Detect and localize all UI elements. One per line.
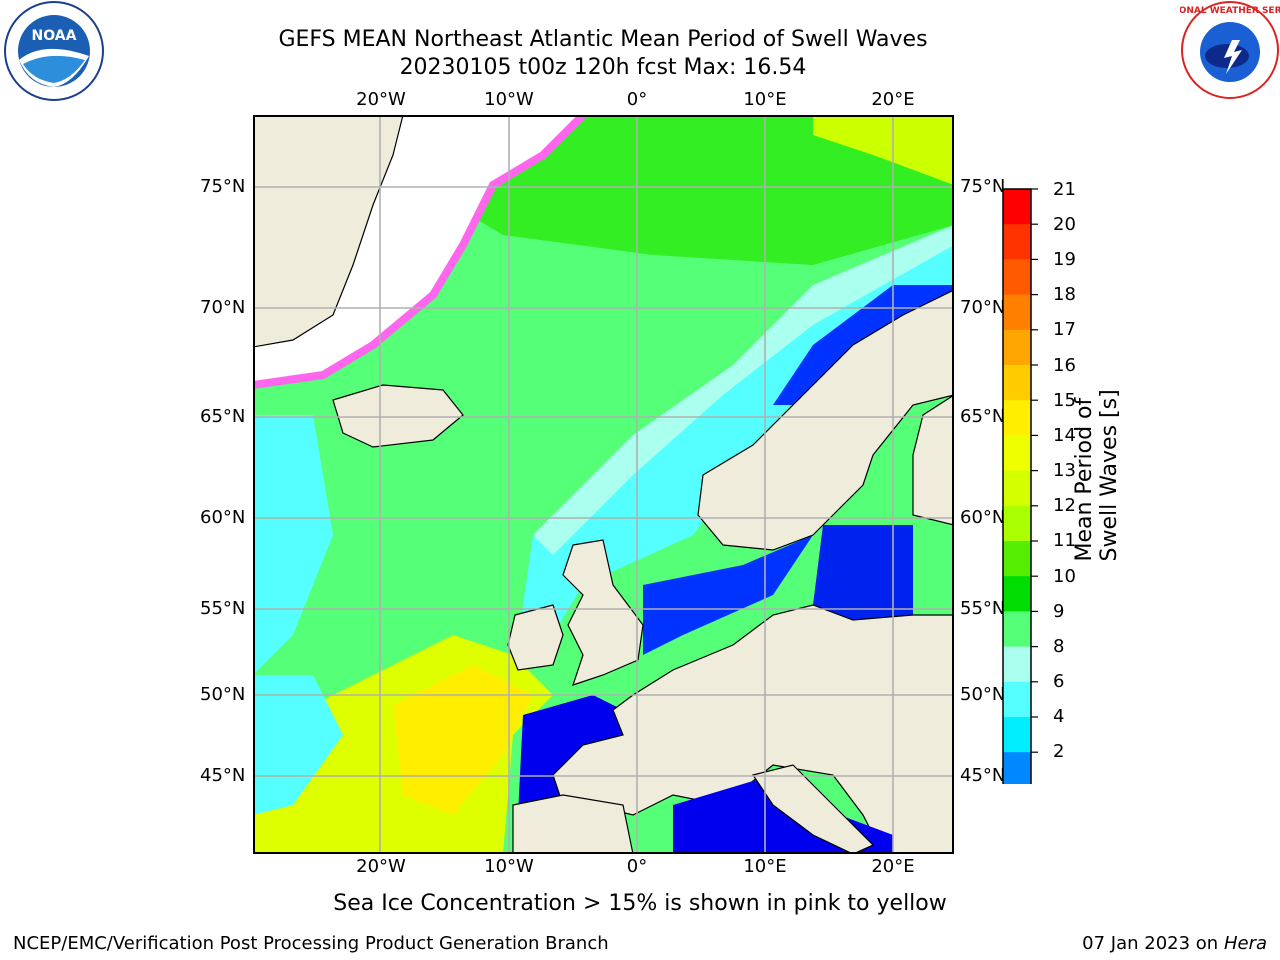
lat-label-left-70n: 70°N xyxy=(200,297,246,318)
noaa-logo: NOAA xyxy=(4,1,104,101)
lat-label-right-45n: 45°N xyxy=(960,765,1006,786)
colorbar-segment xyxy=(1003,294,1031,331)
colorbar-tick-14: 14 xyxy=(1053,425,1076,446)
ireland xyxy=(507,604,564,671)
colorbar-frame xyxy=(1002,188,1032,784)
colorbar-segment xyxy=(1003,752,1031,784)
colorbar-tick-6: 6 xyxy=(1053,671,1065,692)
lat-label-right-65n: 65°N xyxy=(960,406,1006,427)
colorbar-tick-2: 2 xyxy=(1053,741,1065,762)
svg-text:NOAA: NOAA xyxy=(32,28,77,44)
chart-title: GEFS MEAN Northeast Atlantic Mean Period… xyxy=(278,27,928,52)
colorbar-segment xyxy=(1003,224,1031,260)
map-panel xyxy=(253,115,954,854)
colorbar-tick-10: 10 xyxy=(1053,566,1076,587)
colorbar-segment xyxy=(1003,365,1031,401)
colorbar-segment xyxy=(1003,435,1031,472)
lat-label-right-55n: 55°N xyxy=(960,598,1006,619)
colorbar-tick-18: 18 xyxy=(1053,284,1076,305)
colorbar-tick-20: 20 xyxy=(1053,214,1076,235)
swell-field-southwest-cyan xyxy=(253,675,343,815)
colorbar-tick-16: 16 xyxy=(1053,355,1076,376)
lat-label-left-75n: 75°N xyxy=(200,176,246,197)
colorbar-tick-12: 12 xyxy=(1053,495,1076,516)
iberia xyxy=(512,794,634,854)
lat-label-left-55n: 55°N xyxy=(200,598,246,619)
swell-field-baltic xyxy=(813,525,913,620)
colorbar-segment xyxy=(1003,576,1031,612)
colorbar-segment xyxy=(1003,259,1031,296)
lon-label-bottom-10w: 10°W xyxy=(484,856,534,877)
lat-label-left-60n: 60°N xyxy=(200,507,246,528)
colorbar-segment xyxy=(1003,400,1031,436)
ice-edge xyxy=(253,115,586,389)
swell-field-north-sea xyxy=(643,535,813,655)
swell-field-north xyxy=(453,115,954,265)
lon-label-bottom-10e: 10°E xyxy=(743,856,787,877)
run-host: Hera xyxy=(1223,933,1267,954)
swell-field-south-core xyxy=(393,665,533,815)
colorbar-tick-17: 17 xyxy=(1053,319,1076,340)
lat-label-left-50n: 50°N xyxy=(200,684,246,705)
nws-logo: NATIONAL WEATHER SERVICE xyxy=(1180,1,1280,99)
run-date: 07 Jan 2023 on Hera xyxy=(1082,933,1267,954)
colorbar-tick-8: 8 xyxy=(1053,636,1065,657)
great-britain xyxy=(562,539,644,686)
lat-label-left-45n: 45°N xyxy=(200,765,246,786)
colorbar-segment xyxy=(1003,646,1031,683)
lon-label-top-10w: 10°W xyxy=(484,89,534,110)
colorbar-segment xyxy=(1003,717,1031,753)
colorbar-tick-4: 4 xyxy=(1053,706,1065,727)
lat-label-right-75n: 75°N xyxy=(960,176,1006,197)
colorbar-segment xyxy=(1003,505,1031,542)
lat-label-left-65n: 65°N xyxy=(200,406,246,427)
swell-field-norway-light xyxy=(533,225,954,555)
colorbar-segment xyxy=(1003,470,1031,507)
swell-field-west xyxy=(253,415,333,675)
colorbar-tick-19: 19 xyxy=(1053,249,1076,270)
chart-subtitle: 20230105 t00z 120h fcst Max: 16.54 xyxy=(399,55,807,80)
colorbar-tick-11: 11 xyxy=(1053,530,1076,551)
lon-label-bottom-20w: 20°W xyxy=(356,856,406,877)
lon-label-bottom-0: 0° xyxy=(626,856,648,877)
colorbar-tick-13: 13 xyxy=(1053,460,1076,481)
run-date-text: 07 Jan 2023 on xyxy=(1082,933,1224,954)
credit-text: NCEP/EMC/Verification Post Processing Pr… xyxy=(13,933,609,954)
colorbar xyxy=(1002,188,1038,784)
lon-label-bottom-20e: 20°E xyxy=(871,856,915,877)
colorbar-segment xyxy=(1003,329,1031,366)
colorbar-segment xyxy=(1003,611,1031,648)
colorbar-tick-15: 15 xyxy=(1053,390,1076,411)
lon-label-top-0: 0° xyxy=(626,89,648,110)
lon-label-top-10e: 10°E xyxy=(743,89,787,110)
lat-label-right-70n: 70°N xyxy=(960,297,1006,318)
colorbar-label: Mean Period of Swell Waves [s] xyxy=(1072,389,1122,562)
colorbar-segment xyxy=(1003,189,1031,225)
lat-label-right-50n: 50°N xyxy=(960,684,1006,705)
swell-field-far-north xyxy=(813,115,954,185)
lon-label-top-20w: 20°W xyxy=(356,89,406,110)
greenland xyxy=(253,115,404,348)
colorbar-segment xyxy=(1003,681,1031,718)
graticule xyxy=(253,115,954,854)
lon-label-top-20e: 20°E xyxy=(871,89,915,110)
iceland xyxy=(332,384,464,448)
svg-text:NATIONAL WEATHER SERVICE: NATIONAL WEATHER SERVICE xyxy=(1180,6,1280,16)
finland xyxy=(912,394,954,526)
lat-label-right-60n: 60°N xyxy=(960,507,1006,528)
colorbar-segment xyxy=(1003,541,1031,577)
italy xyxy=(752,764,875,854)
colorbar-tick-21: 21 xyxy=(1053,179,1076,200)
sea-ice-footnote: Sea Ice Concentration > 15% is shown in … xyxy=(333,891,947,916)
colorbar-tick-9: 9 xyxy=(1053,601,1065,622)
